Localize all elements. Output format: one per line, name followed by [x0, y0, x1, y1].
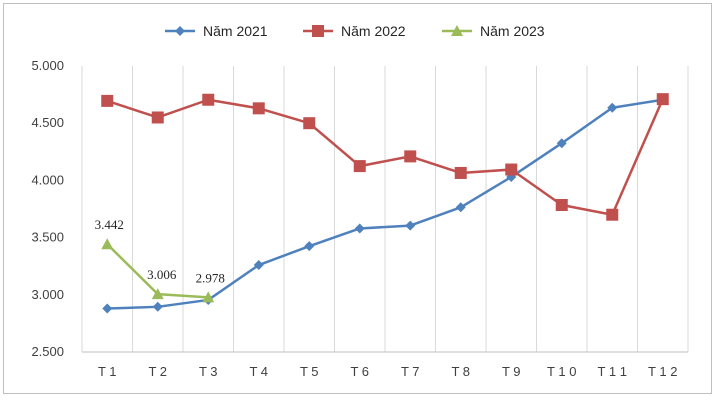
legend: Năm 2021 Năm 2022 Năm 2023 [165, 23, 545, 39]
data-point-triangle [101, 238, 114, 250]
data-point-diamond [175, 26, 185, 36]
y-tick-label: 3.500 [31, 230, 64, 245]
x-tick-label: T 6 [350, 364, 369, 379]
legend-label: Năm 2021 [203, 23, 268, 39]
legend-label: Năm 2022 [341, 23, 406, 39]
data-point-square [353, 160, 366, 173]
data-point-square [656, 93, 669, 106]
x-tick-label: T 1 [98, 364, 117, 379]
series-line-1 [107, 98, 663, 310]
y-tick-label: 5.000 [31, 58, 64, 73]
grid-lines [81, 66, 689, 352]
data-point-square [454, 166, 467, 179]
x-tick-label: T 1 0 [547, 364, 576, 379]
data-point-diamond [102, 303, 113, 314]
series-group [101, 93, 669, 314]
data-point-triangle [151, 288, 164, 300]
y-tick-label: 4.500 [31, 115, 64, 130]
x-tick-label: T 1 2 [648, 364, 677, 379]
data-point-square [606, 208, 619, 221]
data-point-triangle [451, 25, 463, 36]
data-point-diamond [354, 223, 365, 234]
x-tick-label: T 4 [249, 364, 268, 379]
data-point-square [312, 25, 324, 37]
data-point-diamond [455, 202, 466, 213]
data-point-diamond [253, 260, 264, 271]
data-point-square [555, 198, 568, 211]
data-point-square [101, 94, 114, 107]
legend-label: Năm 2023 [480, 23, 545, 39]
data-label: 2.978 [196, 270, 225, 285]
y-tick-label: 4.000 [31, 172, 64, 187]
data-point-square [404, 150, 417, 163]
data-point-square [505, 163, 518, 176]
data-point-square [151, 111, 164, 124]
data-point-diamond [152, 301, 163, 312]
y-tick-label: 2.500 [31, 344, 64, 359]
data-label: 3.442 [95, 217, 124, 232]
data-point-diamond [304, 241, 315, 252]
data-point-square [202, 93, 215, 106]
data-point-diamond [607, 102, 618, 113]
data-point-square [303, 117, 316, 130]
series-line-2 [106, 98, 664, 216]
x-tick-label: T 1 1 [598, 364, 627, 379]
x-tick-label: T 2 [148, 364, 167, 379]
axes: 2.500 3.000 3.500 4.000 4.500 5.000 T 1 T 2 T 3 T… [31, 58, 688, 379]
data-label: 3.006 [147, 267, 177, 282]
data-labels: 3.442 3.006 2.978 [95, 217, 225, 285]
data-point-square [252, 102, 265, 115]
data-point-diamond [405, 220, 416, 231]
data-point-triangle [202, 291, 215, 303]
x-tick-label: T 3 [199, 364, 218, 379]
x-tick-label: T 5 [300, 364, 319, 379]
data-point-diamond [556, 138, 567, 149]
x-tick-label: T 9 [502, 364, 521, 379]
x-tick-label: T 7 [401, 364, 420, 379]
x-tick-label: T 8 [451, 364, 470, 379]
chart-frame [3, 3, 712, 394]
y-tick-label: 3.000 [31, 287, 64, 302]
